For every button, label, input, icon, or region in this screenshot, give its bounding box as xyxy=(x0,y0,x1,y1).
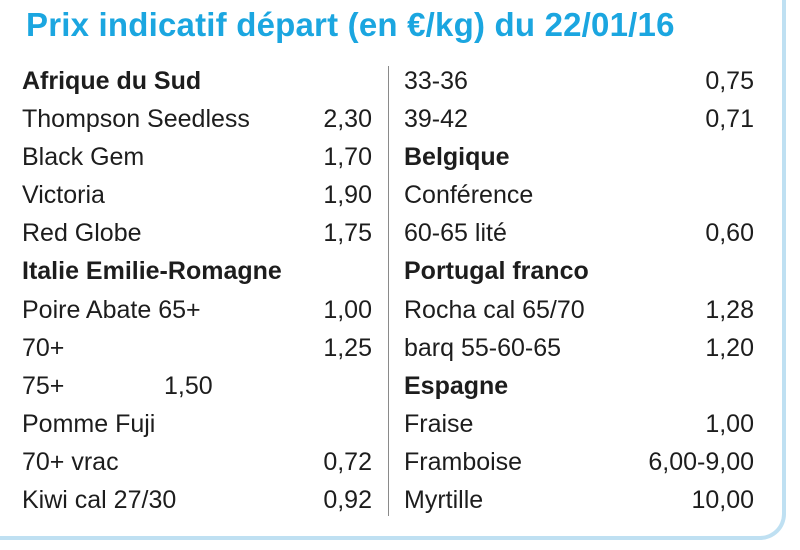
row-value: 1,50 xyxy=(164,371,213,400)
price-row: Portugal franco xyxy=(404,252,754,290)
row-label: Myrtille xyxy=(404,486,484,515)
row-label: 75+ xyxy=(22,371,65,400)
page-title: Prix indicatif départ (en €/kg) du 22/01… xyxy=(26,6,675,43)
price-row: Myrtille 10,00 xyxy=(404,481,754,519)
row-value: 0,92 xyxy=(323,486,372,515)
row-label: 33-36 xyxy=(404,67,468,95)
row-label: 70+ xyxy=(22,333,65,362)
row-value: 10,00 xyxy=(691,486,754,515)
row-label: Belgique xyxy=(404,143,510,172)
row-value: 1,75 xyxy=(323,219,372,248)
price-card: Prix indicatif départ (en €/kg) du 22/01… xyxy=(0,0,786,540)
price-row: 75+ 1,50 xyxy=(22,367,372,405)
row-label: 60-65 lité xyxy=(404,219,507,248)
row-label: 39-42 xyxy=(404,105,468,134)
row-value: 0,72 xyxy=(323,447,372,476)
row-label: Kiwi cal 27/30 xyxy=(22,486,177,515)
row-value: 0,71 xyxy=(705,105,754,134)
price-row: 33-36 0,75 xyxy=(404,62,754,100)
row-label: Conférence xyxy=(404,181,534,210)
row-label: Black Gem xyxy=(22,143,145,172)
row-value: 1,00 xyxy=(323,295,372,324)
row-label: Afrique du Sud xyxy=(22,67,202,95)
price-row: barq 55-60-65 1,20 xyxy=(404,329,754,367)
price-row: Rocha cal 65/70 1,28 xyxy=(404,291,754,329)
price-row: Thompson Seedless 2,30 xyxy=(22,100,372,138)
price-row: Espagne xyxy=(404,367,754,405)
price-row: Framboise 6,00-9,00 xyxy=(404,443,754,481)
row-label: 70+ vrac xyxy=(22,447,119,476)
row-label: barq 55-60-65 xyxy=(404,333,562,362)
price-row: 70+ 1,25 xyxy=(22,329,372,367)
left-price-column: Afrique du Sud Thompson Seedless 2,30 Bla… xyxy=(22,62,372,520)
price-row: Black Gem 1,70 xyxy=(22,138,372,176)
price-row: Red Globe 1,75 xyxy=(22,214,372,252)
row-label: Pomme Fuji xyxy=(22,409,156,438)
row-label: Portugal franco xyxy=(404,257,589,286)
price-row: Afrique du Sud xyxy=(22,62,372,100)
row-label: Rocha cal 65/70 xyxy=(404,295,585,324)
row-value: 1,28 xyxy=(705,295,754,324)
row-label: Poire Abate 65+ xyxy=(22,295,201,324)
price-row: Conférence xyxy=(404,176,754,214)
row-label: Thompson Seedless xyxy=(22,105,250,134)
row-value: 0,75 xyxy=(705,67,754,95)
row-value: 1,90 xyxy=(323,181,372,210)
row-label: Espagne xyxy=(404,371,509,400)
row-label: Victoria xyxy=(22,181,105,210)
row-value: 1,00 xyxy=(705,409,754,438)
row-label: Red Globe xyxy=(22,219,142,248)
price-row: 39-42 0,71 xyxy=(404,100,754,138)
price-row: Poire Abate 65+ 1,00 xyxy=(22,291,372,329)
price-row: Belgique xyxy=(404,138,754,176)
row-value: 1,70 xyxy=(323,143,372,172)
row-value: 6,00-9,00 xyxy=(648,447,754,476)
price-row: Kiwi cal 27/30 0,92 xyxy=(22,481,372,519)
column-divider xyxy=(388,66,389,516)
row-label: Italie Emilie-Romagne xyxy=(22,257,282,286)
row-value: 1,25 xyxy=(323,333,372,362)
price-row: Pomme Fuji xyxy=(22,405,372,443)
price-row: Italie Emilie-Romagne xyxy=(22,252,372,290)
row-value: 1,20 xyxy=(705,333,754,362)
row-label: Fraise xyxy=(404,409,474,438)
price-row: 60-65 lité 0,60 xyxy=(404,214,754,252)
row-label: Framboise xyxy=(404,447,523,476)
row-value: 0,60 xyxy=(705,219,754,248)
right-price-column: 33-36 0,75 39-42 0,71 Belgique Conférence … xyxy=(404,62,754,520)
price-row: 70+ vrac 0,72 xyxy=(22,443,372,481)
row-value: 2,30 xyxy=(323,105,372,134)
price-row: Fraise 1,00 xyxy=(404,405,754,443)
price-row: Victoria 1,90 xyxy=(22,176,372,214)
